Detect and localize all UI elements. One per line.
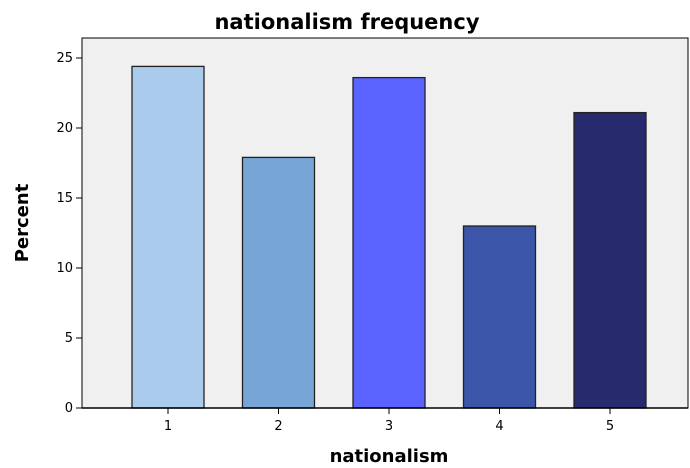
y-tick-label: 5 [65, 331, 73, 346]
x-tick-label: 4 [495, 419, 503, 434]
bar-1 [131, 65, 205, 409]
bar-2 [241, 156, 316, 409]
bar-4 [462, 225, 537, 409]
y-tick-label: 15 [56, 191, 73, 206]
y-axis-title: Percent [12, 183, 33, 262]
bars [131, 65, 647, 409]
x-tick-label: 1 [164, 419, 172, 434]
x-axis: 1 2 3 4 5 [82, 407, 688, 434]
x-tick-label: 2 [274, 419, 282, 434]
y-tick-label: 10 [56, 261, 73, 276]
chart-title: nationalism frequency [214, 10, 479, 34]
y-tick-label: 20 [56, 121, 73, 136]
y-axis: 0 5 10 15 20 25 [56, 51, 82, 416]
bar-5 [573, 111, 647, 409]
x-tick-label: 5 [606, 419, 614, 434]
bar-3 [352, 76, 426, 409]
y-tick-label: 0 [65, 401, 73, 416]
x-tick-label: 3 [385, 419, 393, 434]
y-tick-label: 25 [56, 51, 73, 66]
x-axis-title: nationalism [330, 446, 449, 467]
